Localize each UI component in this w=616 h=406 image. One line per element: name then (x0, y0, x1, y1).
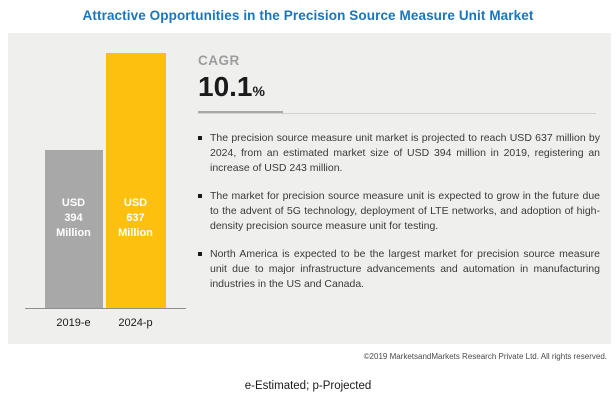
bullet-item-growth-drivers: The market for precision source measure … (198, 189, 600, 234)
bar-2019-e: USD 394 Million (44, 150, 103, 308)
bar-chart: USD 394 Million USD 637 Million (25, 33, 185, 308)
cagr-percent-sign: % (252, 83, 265, 99)
copyright-notice: ©2019 MarketsandMarkets Research Private… (363, 352, 607, 361)
cagr-number: 10.1 (198, 71, 253, 102)
footnote-legend: e-Estimated; p-Projected (244, 380, 372, 392)
x-axis-labels: 2019-e 2024-p (25, 317, 185, 329)
summary-content: CAGR 10.1% The precision source measure … (198, 53, 600, 305)
key-points-list: The precision source measure unit market… (198, 131, 600, 292)
cagr-label: CAGR (198, 53, 240, 68)
bar-2024-p: USD 637 Million (105, 53, 166, 308)
page-title: Attractive Opportunities in the Precisio… (82, 8, 534, 23)
x-tick-2019-e: 2019-e (56, 317, 91, 329)
cagr-value: 10.1% (198, 71, 600, 103)
bar-value-label-2019: USD 394 Million (56, 197, 91, 239)
main-panel: USD 394 Million USD 637 Million 2019-e 2… (8, 33, 611, 344)
bar-value-label-2024: USD 637 Million (118, 197, 153, 239)
bullet-item-north-america: North America is expected to be the larg… (198, 247, 600, 292)
x-tick-2024-p: 2024-p (118, 317, 153, 329)
x-axis-line (25, 308, 186, 309)
bullet-item-market-size: The precision source measure unit market… (198, 131, 600, 176)
divider-accent-segment (198, 111, 283, 114)
section-divider (198, 111, 600, 114)
